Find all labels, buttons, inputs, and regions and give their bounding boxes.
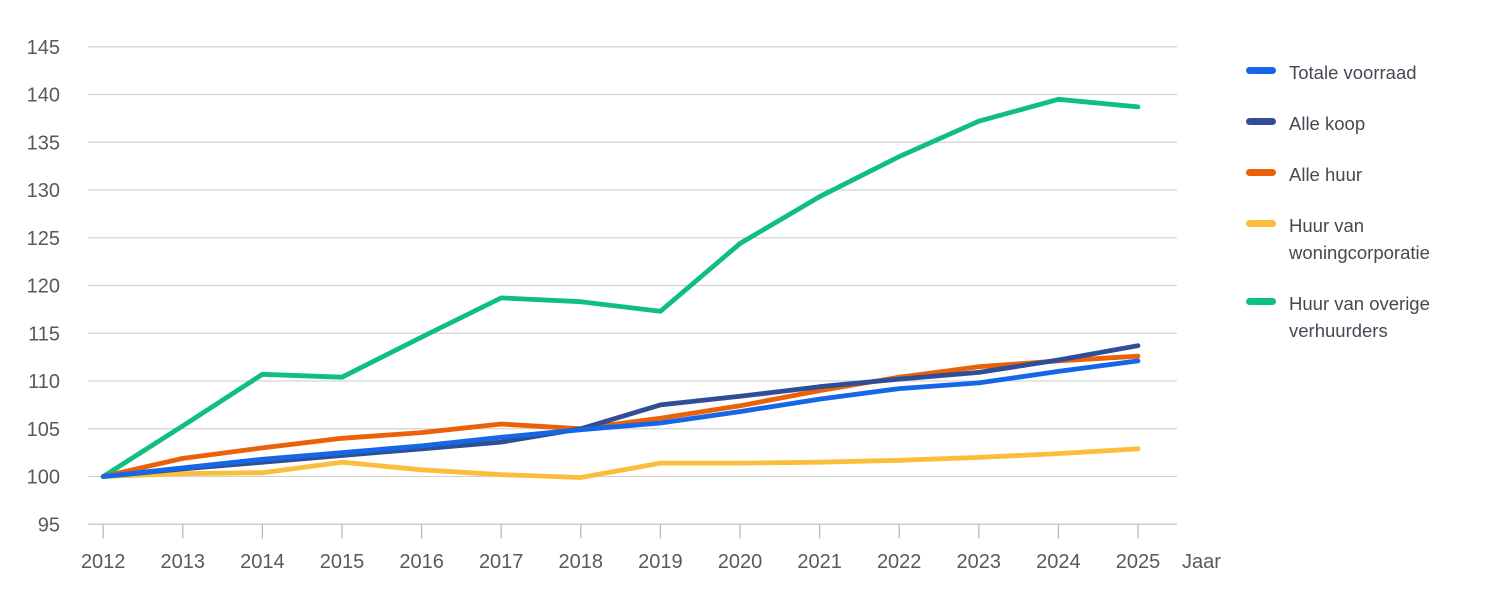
legend-swatch-huur-van-woningcorporatie — [1246, 220, 1276, 227]
y-axis-label-100: 100 — [27, 467, 60, 489]
legend-label: Huur van woningcorporatie — [1289, 215, 1430, 263]
legend-item-alle-koop[interactable]: Alle koop — [1246, 110, 1478, 137]
y-axis-label-140: 140 — [27, 85, 60, 107]
x-axis-label-2017: 2017 — [479, 551, 524, 573]
series-line-huur-van-woningcorporatie[interactable] — [100, 446, 1141, 480]
y-axis-label-135: 135 — [27, 132, 60, 154]
x-axis-label-2022: 2022 — [877, 551, 922, 573]
legend-label: Alle huur — [1289, 164, 1363, 185]
x-axis-label-2020: 2020 — [718, 551, 763, 573]
legend-item-huur-van-woningcorporatie[interactable]: Huur van woningcorporatie — [1246, 212, 1478, 266]
x-axis-label-2015: 2015 — [320, 551, 365, 573]
legend-swatch-huur-van-overige-verhuurders — [1246, 298, 1276, 305]
x-axis-label-2021: 2021 — [797, 551, 842, 573]
legend-swatch-alle-huur — [1246, 169, 1276, 176]
y-axis-label-95: 95 — [38, 514, 60, 536]
x-axis-label-2014: 2014 — [240, 551, 285, 573]
x-axis-label-2019: 2019 — [638, 551, 683, 573]
x-axis-label-2024: 2024 — [1036, 551, 1081, 573]
x-axis-label-2012: 2012 — [81, 551, 126, 573]
series-line-alle-huur[interactable] — [100, 353, 1141, 479]
y-axis-label-105: 105 — [27, 419, 60, 441]
legend-label: Huur van overige verhuurders — [1289, 293, 1430, 341]
series-line-alle-koop[interactable] — [100, 343, 1141, 479]
y-axis-label-120: 120 — [27, 276, 60, 298]
legend-swatch-totale-voorraad — [1246, 67, 1276, 74]
x-axis-label-2016: 2016 — [399, 551, 444, 573]
legend-swatch-alle-koop — [1246, 118, 1276, 125]
legend-item-totale-voorraad[interactable]: Totale voorraad — [1246, 59, 1478, 86]
legend-label: Totale voorraad — [1289, 62, 1417, 83]
x-axis-label-2023: 2023 — [957, 551, 1002, 573]
x-axis-label-2018: 2018 — [559, 551, 604, 573]
y-axis-label-145: 145 — [27, 37, 60, 59]
y-axis-label-110: 110 — [28, 371, 60, 393]
y-axis-label-130: 130 — [27, 180, 60, 202]
series-line-huur-van-overige-verhuurders[interactable] — [100, 96, 1141, 479]
chart-legend: Totale voorraad Alle koop Alle huur Huur… — [1246, 59, 1478, 344]
legend-item-huur-van-overige-verhuurders[interactable]: Huur van overige verhuurders — [1246, 290, 1478, 344]
x-axis-title: Jaar — [1182, 551, 1221, 573]
x-axis-label-2013: 2013 — [161, 551, 206, 573]
y-axis-label-125: 125 — [27, 228, 60, 250]
series-line-totale-voorraad[interactable] — [100, 358, 1141, 479]
y-axis-label-115: 115 — [28, 323, 60, 345]
legend-label: Alle koop — [1289, 113, 1366, 134]
x-axis-label-2025: 2025 — [1116, 551, 1161, 573]
legend-item-alle-huur[interactable]: Alle huur — [1246, 161, 1478, 188]
